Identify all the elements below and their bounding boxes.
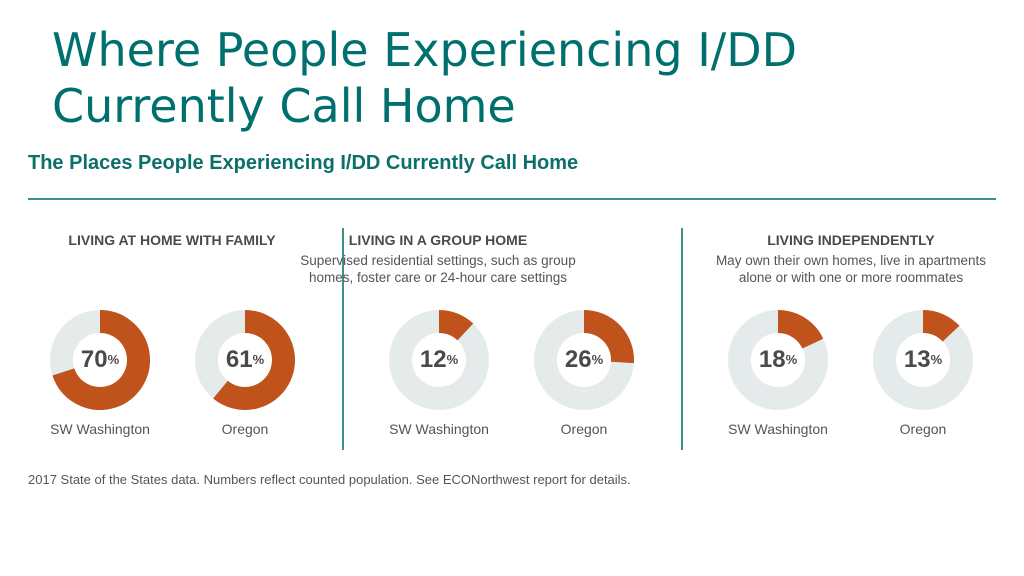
panel-description-line: alone or with one or more roommates: [738, 270, 964, 285]
panel-description: Supervised residential settings, such as…: [282, 252, 594, 286]
donut-value-number: 18: [758, 346, 786, 373]
panel-divider-2: [681, 228, 683, 450]
panel-description-line: Supervised residential settings, such as…: [300, 253, 576, 268]
donut-chart: 70%: [50, 310, 150, 410]
footnote: 2017 State of the States data. Numbers r…: [28, 472, 631, 487]
panel-group-home: LIVING IN A GROUP HOME Supervised reside…: [282, 230, 594, 286]
donut-chart: 18%: [728, 310, 828, 410]
donut-slice: [777, 310, 824, 350]
donut-slice: [438, 310, 474, 341]
slide-title-line-1: Where People Experiencing I/DD: [52, 23, 798, 77]
donut-value-number: 13: [903, 346, 931, 373]
donut-value-number: 61: [225, 346, 253, 373]
panel-heading: LIVING AT HOME WITH FAMILY: [68, 232, 276, 248]
slide-title: Where People Experiencing I/DD Currently…: [52, 22, 797, 134]
donut-chart: 61%: [195, 310, 295, 410]
title-rule: [28, 198, 996, 200]
donut-slice: [922, 310, 960, 342]
panel-description: May own their own homes, live in apartme…: [695, 252, 1007, 286]
donut-slice: [583, 310, 634, 364]
slide-title-line-2: Currently Call Home: [52, 79, 516, 133]
donut-chart: 26%: [534, 310, 634, 410]
donut-slice: [213, 310, 295, 410]
donut-value: 70%: [80, 346, 120, 373]
donut-value-number: 26: [564, 346, 592, 373]
donut-label: Oregon: [899, 421, 947, 437]
panel-heading: LIVING INDEPENDENTLY: [767, 232, 935, 248]
donut-label: Oregon: [221, 421, 269, 437]
panel-description-line: homes, foster care or 24-hour care setti…: [308, 270, 568, 285]
donut-value-number: 12: [419, 346, 447, 373]
donut-value: 61%: [225, 346, 265, 373]
donut-value: 12%: [419, 346, 459, 373]
panel-independent: LIVING INDEPENDENTLY May own their own h…: [695, 230, 1007, 286]
donut-label: SW Washington: [50, 421, 150, 437]
panel-description-line: May own their own homes, live in apartme…: [715, 253, 987, 268]
infographic-title: The Places People Experiencing I/DD Curr…: [28, 152, 579, 174]
donut-slice: [52, 310, 150, 410]
panel-home-with-family: LIVING AT HOME WITH FAMILY: [16, 230, 328, 269]
donut-value: 18%: [758, 346, 798, 373]
donut-value-number: 70: [80, 346, 108, 373]
donut-label: Oregon: [560, 421, 608, 437]
donut-label: SW Washington: [389, 421, 489, 437]
donut-label: SW Washington: [728, 421, 828, 437]
panel-heading: LIVING IN A GROUP HOME: [348, 232, 528, 248]
panel-divider-1: [342, 228, 344, 450]
donut-value: 26%: [564, 346, 604, 373]
donut-chart: 12%: [389, 310, 489, 410]
donut-chart: 13%: [873, 310, 973, 410]
donut-value: 13%: [903, 346, 943, 373]
